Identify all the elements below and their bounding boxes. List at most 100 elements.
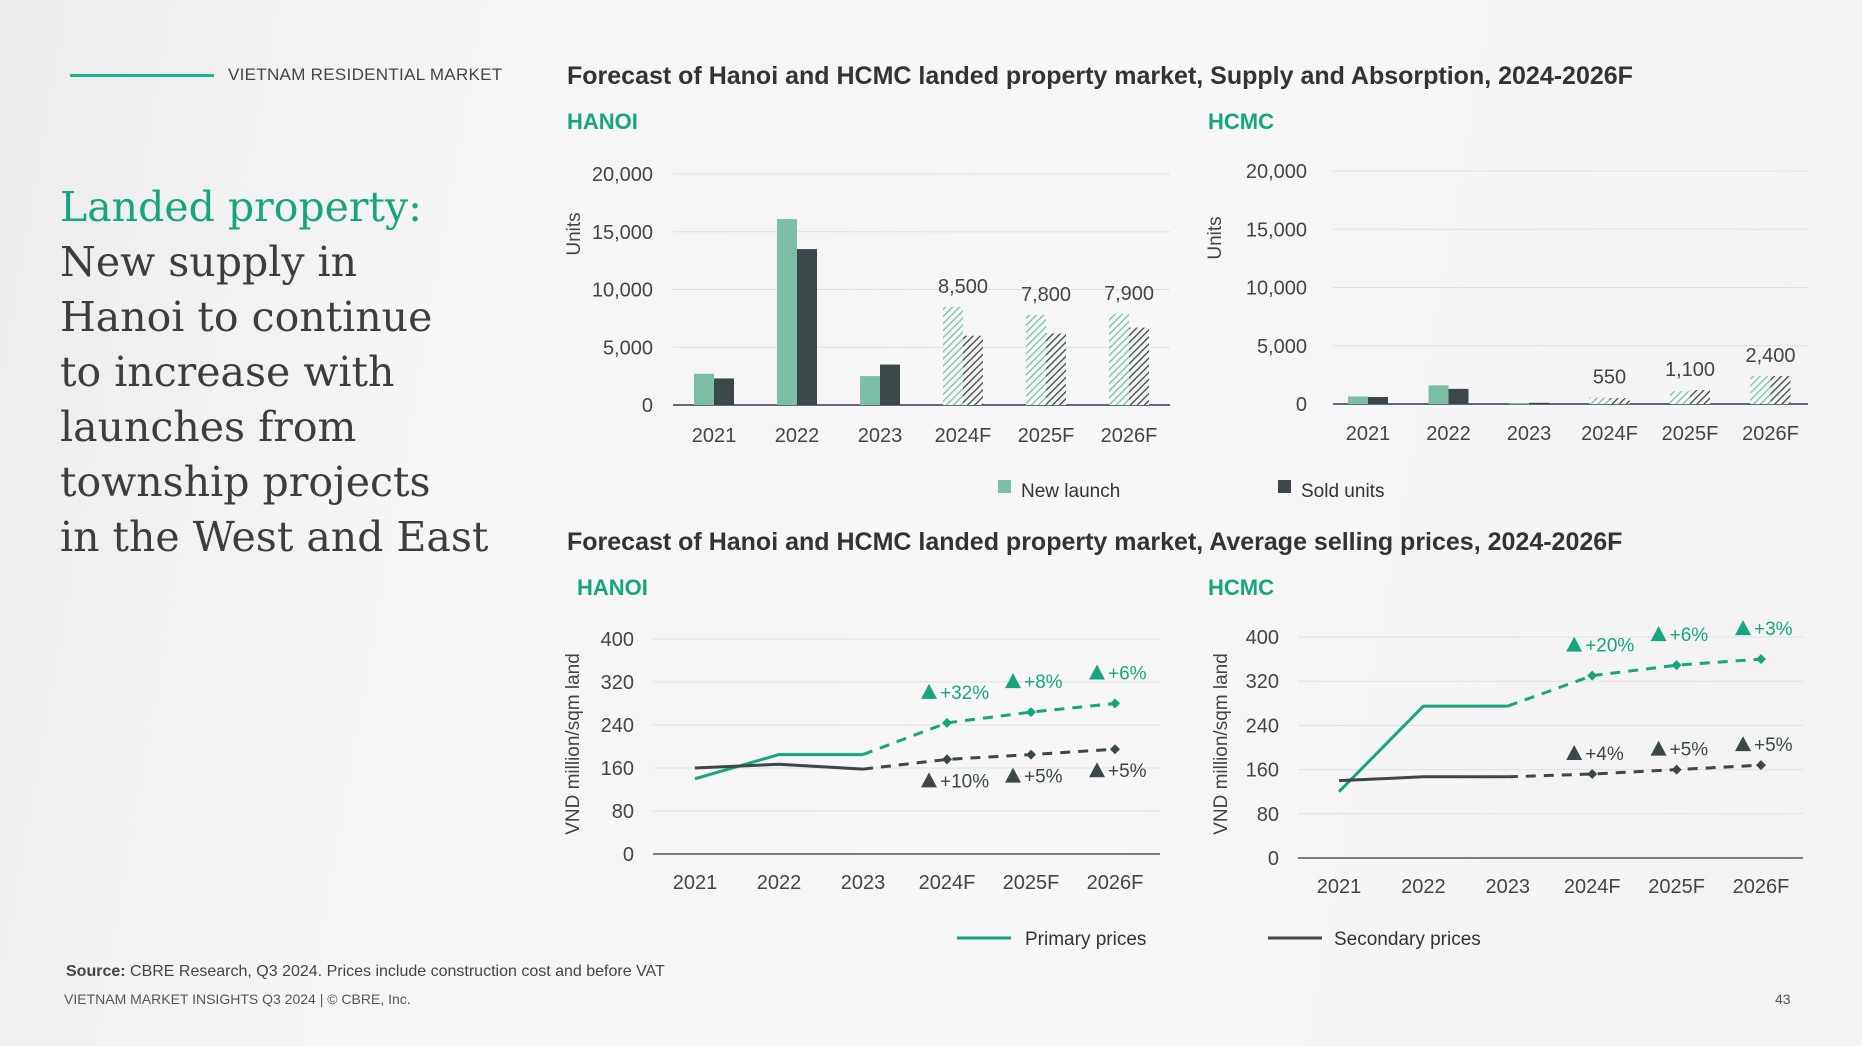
x-tick-label: 2024F xyxy=(1581,423,1638,445)
growth-up-arrow-icon xyxy=(1089,664,1105,680)
y-tick-label: 20,000 xyxy=(1246,161,1307,183)
growth-label: +6% xyxy=(1670,625,1709,646)
bar-sold-units xyxy=(963,335,983,405)
legend-secondary-label: Secondary prices xyxy=(1334,929,1481,950)
primary-price-forecast-line xyxy=(1507,657,1762,708)
bar-new-launch xyxy=(1589,397,1610,404)
growth-label: +3% xyxy=(1754,619,1793,640)
bar-sold-units xyxy=(797,249,817,405)
legend-new-launch-swatch xyxy=(998,480,1011,493)
y-tick-label: 80 xyxy=(1257,804,1279,826)
x-tick-label: 2024F xyxy=(935,425,992,447)
secondary-price-line xyxy=(1338,775,1508,783)
y-tick-label: 5,000 xyxy=(1257,336,1307,358)
y-axis-title: VND million/sqm land xyxy=(1211,653,1232,835)
price-hcmc-chart: 0 80 160 240 320 400 VND million/sqm land 2021 2… xyxy=(1211,619,1803,898)
growth-label: +32% xyxy=(940,683,989,704)
price-legend: Primary prices Secondary prices xyxy=(957,929,1481,950)
bar-new-launch xyxy=(1348,396,1368,404)
growth-up-arrow-icon xyxy=(1735,736,1751,752)
y-tick-label: 240 xyxy=(1246,715,1279,737)
x-tick-label: 2026F xyxy=(1742,423,1799,445)
y-tick-label: 15,000 xyxy=(592,222,653,244)
y-axis-title: Units xyxy=(1205,216,1226,259)
headline-line: New supply in xyxy=(60,238,358,286)
x-tick-label: 2022 xyxy=(1401,876,1446,898)
bar-new-launch xyxy=(1509,403,1529,405)
growth-up-arrow-icon xyxy=(1735,620,1751,636)
y-tick-label: 5,000 xyxy=(603,337,653,359)
data-point-marker xyxy=(1756,654,1766,665)
growth-up-arrow-icon xyxy=(1650,740,1667,756)
x-tick-label: 2022 xyxy=(1426,423,1471,445)
growth-label: +5% xyxy=(1754,735,1793,756)
data-point-marker xyxy=(1587,670,1598,681)
bar-data-label: 8,500 xyxy=(938,276,988,298)
growth-label: +5% xyxy=(1024,767,1063,788)
price-hcmc-title: HCMC xyxy=(1208,575,1274,600)
bar-sold-units xyxy=(1046,333,1066,405)
growth-up-arrow-icon xyxy=(1566,636,1583,652)
bar-sold-units xyxy=(1690,390,1710,404)
growth-up-arrow-icon xyxy=(921,683,937,699)
y-tick-label: 400 xyxy=(1246,627,1279,649)
x-tick-label: 2026F xyxy=(1087,872,1144,894)
bar-data-label: 7,900 xyxy=(1104,283,1154,305)
supply-hcmc-title: HCMC xyxy=(1208,109,1274,134)
x-tick-label: 2025F xyxy=(1018,425,1075,447)
x-tick-label: 2026F xyxy=(1101,425,1158,447)
bar-new-launch xyxy=(1026,314,1046,405)
source-label: Source: xyxy=(66,963,126,980)
headline-accent: Landed property: xyxy=(60,183,422,231)
x-tick-label: 2021 xyxy=(692,425,737,447)
y-tick-label: 15,000 xyxy=(1246,219,1307,241)
price-chart-title: Forecast of Hanoi and HCMC landed proper… xyxy=(567,528,1623,556)
primary-price-forecast-line xyxy=(862,702,1116,756)
price-hanoi-chart: 0 80 160 240 320 400 VND million/sqm land 2021 2… xyxy=(563,629,1160,894)
data-point-marker xyxy=(942,754,952,765)
primary-price-line xyxy=(694,753,863,781)
y-tick-label: 0 xyxy=(1268,848,1279,870)
bar-sold-units xyxy=(1448,388,1469,404)
growth-up-arrow-icon xyxy=(1005,767,1021,783)
x-tick-label: 2022 xyxy=(757,872,802,894)
headline-line: township projects xyxy=(60,458,431,506)
bar-new-launch xyxy=(860,376,880,405)
bar-data-label: 7,800 xyxy=(1021,284,1071,306)
legend-primary-label: Primary prices xyxy=(1025,929,1146,950)
growth-up-arrow-icon xyxy=(921,772,937,788)
data-point-marker xyxy=(1671,764,1682,775)
bar-new-launch xyxy=(777,219,797,405)
x-tick-label: 2021 xyxy=(673,872,718,894)
y-tick-label: 320 xyxy=(601,672,634,694)
secondary-price-forecast-line xyxy=(1507,763,1762,779)
growth-label: +10% xyxy=(940,771,989,792)
source-note: Source: CBRE Research, Q3 2024. Prices i… xyxy=(66,963,665,981)
bar-sold-units xyxy=(714,378,734,405)
x-tick-label: 2023 xyxy=(1486,876,1531,898)
x-tick-label: 2021 xyxy=(1317,876,1362,898)
growth-up-arrow-icon xyxy=(1005,673,1021,689)
source-text: CBRE Research, Q3 2024. Prices include c… xyxy=(125,963,665,980)
x-tick-label: 2026F xyxy=(1733,876,1790,898)
x-tick-label: 2023 xyxy=(858,425,903,447)
data-point-marker xyxy=(1026,707,1036,718)
growth-label: +6% xyxy=(1108,664,1147,685)
x-tick-label: 2023 xyxy=(1507,423,1552,445)
growth-up-arrow-icon xyxy=(1650,626,1667,642)
secondary-price-line xyxy=(694,762,864,771)
page-number: 43 xyxy=(1775,991,1791,1007)
y-tick-label: 160 xyxy=(1246,760,1279,782)
supply-hanoi-chart: 0 5,000 10,000 15,000 20,000 Units 2021 2022 202… xyxy=(564,164,1170,447)
x-tick-label: 2025F xyxy=(1003,872,1060,894)
data-point-marker xyxy=(1671,660,1682,671)
bar-new-launch xyxy=(943,306,963,405)
data-point-marker xyxy=(1110,744,1120,755)
growth-label: +5% xyxy=(1670,740,1709,761)
growth-label: +20% xyxy=(1585,636,1634,657)
growth-up-arrow-icon xyxy=(1089,762,1105,778)
growth-label: +5% xyxy=(1108,761,1147,782)
supply-legend: New launch Sold units xyxy=(998,480,1384,502)
x-tick-label: 2024F xyxy=(1564,876,1621,898)
